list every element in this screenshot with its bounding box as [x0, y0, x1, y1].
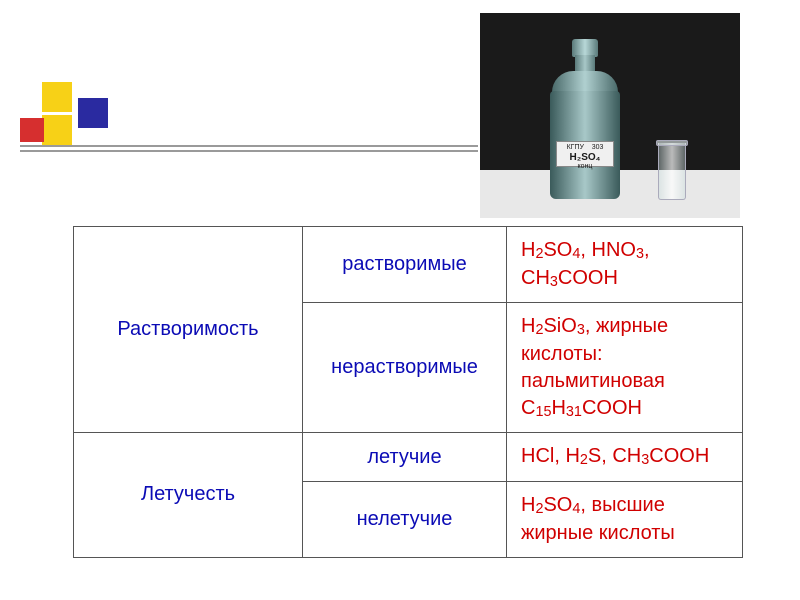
table-row: Летучесть летучие HCl, H2S, CH3COOH: [74, 433, 743, 482]
decor-line: [20, 150, 478, 152]
decor-square: [20, 118, 44, 142]
bottle-label: КГПУ 303 H₂SO₄ конц: [556, 141, 614, 167]
slide: КГПУ 303 H₂SO₄ конц Растворимость раство…: [0, 0, 800, 600]
subtype-cell: нерастворимые: [303, 303, 507, 433]
decor-square: [78, 98, 108, 128]
category-cell-volatility: Летучесть: [74, 433, 303, 557]
examples-cell: H2SiO3, жирные кислоты: пальмитиновая C1…: [507, 303, 743, 433]
decor-line: [20, 145, 478, 147]
example-line: C15H31COOH: [521, 395, 728, 423]
category-cell-solubility: Растворимость: [74, 227, 303, 433]
subtype-label: нерастворимые: [331, 356, 478, 378]
example-line: H2SiO3, жирные кислоты:: [521, 313, 728, 368]
subtype-label: растворимые: [342, 253, 466, 275]
examples-cell: HCl, H2S, CH3COOH: [507, 433, 743, 482]
bottle-label-bottom: конц: [578, 163, 593, 170]
examples-cell: H2SO4, высшие жирные кислоты: [507, 481, 743, 557]
decor-square: [42, 82, 72, 112]
category-label: Растворимость: [117, 318, 258, 340]
subtype-label: летучие: [367, 446, 441, 468]
examples-cell: H2SO4, HNO3, CH3COOH: [507, 227, 743, 303]
classification-table: Растворимость растворимые H2SO4, HNO3, C…: [73, 226, 743, 558]
category-label: Летучесть: [141, 483, 235, 505]
table-row: Растворимость растворимые H2SO4, HNO3, C…: [74, 227, 743, 303]
bottle-label-formula: H₂SO₄: [570, 152, 601, 163]
decor-square: [42, 115, 72, 145]
bottle-label-top-left: КГПУ: [567, 144, 584, 151]
beaker: [658, 143, 686, 200]
bottle-photo: КГПУ 303 H₂SO₄ конц: [480, 13, 740, 218]
reagent-bottle: КГПУ 303 H₂SO₄ конц: [540, 45, 630, 200]
subtype-label: нелетучие: [357, 508, 453, 530]
example-line: пальмитиновая: [521, 368, 728, 395]
subtype-cell: растворимые: [303, 227, 507, 303]
subtype-cell: летучие: [303, 433, 507, 482]
subtype-cell: нелетучие: [303, 481, 507, 557]
bottle-label-top-right: 303: [592, 144, 604, 151]
